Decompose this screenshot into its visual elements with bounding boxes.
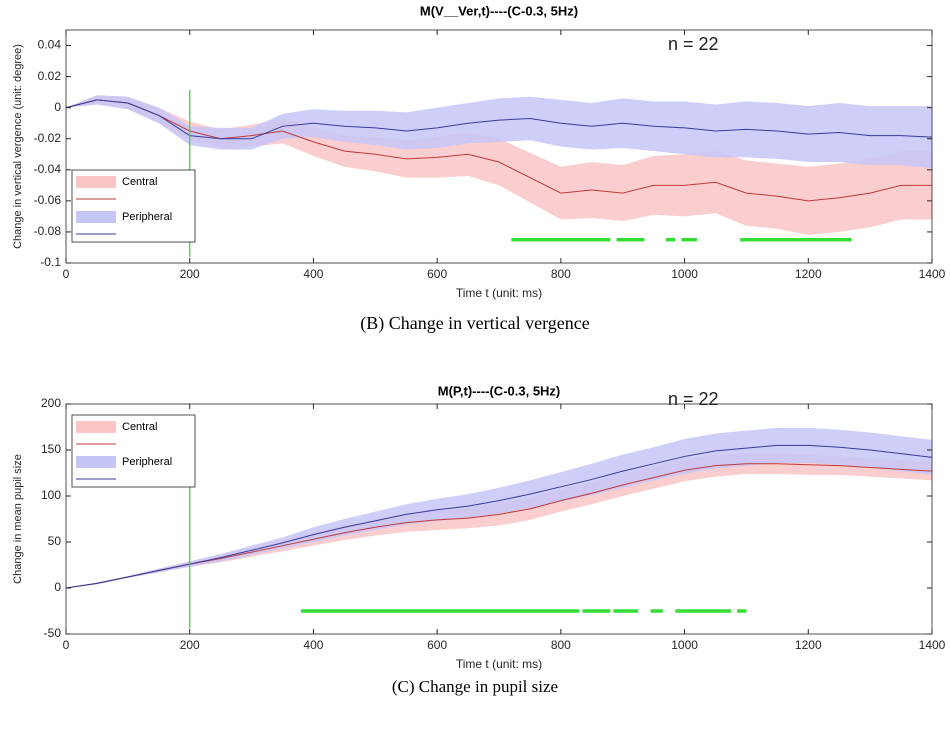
y-tick-label: -50 xyxy=(44,626,62,640)
y-tick-label: -0.08 xyxy=(34,224,62,238)
legend-patch xyxy=(76,421,116,433)
y-tick-label: -0.02 xyxy=(34,131,62,145)
legend-patch xyxy=(76,211,116,223)
y-tick-label: 0 xyxy=(54,580,61,594)
y-tick-label: 100 xyxy=(41,488,61,502)
x-tick-label: 1200 xyxy=(795,638,822,652)
y-tick-label: 0.02 xyxy=(38,69,62,83)
x-axis-label: Time t (unit: ms) xyxy=(456,286,542,300)
x-tick-label: 600 xyxy=(427,638,447,652)
legend-label: Central xyxy=(122,421,157,433)
x-tick-label: 1000 xyxy=(671,267,698,281)
mean-line xyxy=(65,99,933,140)
y-tick-label: 150 xyxy=(41,442,61,456)
legend-patch xyxy=(76,176,116,188)
y-tick-label: -0.1 xyxy=(40,255,61,269)
legend-label: Central xyxy=(122,176,157,188)
annotation: n = 22 xyxy=(668,34,719,54)
y-tick-label: 50 xyxy=(48,534,62,548)
x-tick-label: 1000 xyxy=(671,638,698,652)
x-tick-label: 200 xyxy=(180,267,200,281)
y-axis-label: Change in mean pupil size xyxy=(12,454,24,584)
x-axis-label: Time t (unit: ms) xyxy=(456,657,542,671)
x-tick-label: 600 xyxy=(427,267,447,281)
legend-label: Peripheral xyxy=(122,456,172,468)
y-tick-label: 200 xyxy=(41,396,61,410)
error-band xyxy=(66,453,932,588)
y-tick-label: 0 xyxy=(54,100,61,114)
x-tick-label: 400 xyxy=(303,267,323,281)
mean-line xyxy=(65,444,933,589)
axes-box xyxy=(65,29,933,264)
x-tick-label: 0 xyxy=(63,267,70,281)
mean-line xyxy=(65,99,932,202)
y-tick-label: 0.04 xyxy=(38,38,62,52)
y-tick-label: -0.06 xyxy=(34,193,62,207)
y-tick-label: -0.04 xyxy=(34,162,62,176)
caption: (C) Change in pupil size xyxy=(392,677,558,696)
x-tick-label: 800 xyxy=(551,638,571,652)
y-axis-label: Change in vertical vergence (unit: degre… xyxy=(12,44,24,249)
x-tick-label: 800 xyxy=(551,267,571,281)
x-tick-label: 0 xyxy=(63,638,70,652)
chart-title: M(P,t)----(C-0.3, 5Hz) xyxy=(438,383,561,398)
mean-line xyxy=(65,463,933,589)
legend-patch xyxy=(76,456,116,468)
annotation: n = 22 xyxy=(668,389,719,409)
chart-title: M(V__Ver,t)----(C-0.3, 5Hz) xyxy=(420,3,578,18)
error-band xyxy=(66,427,932,588)
caption: (B) Change in vertical vergence xyxy=(360,313,590,334)
x-tick-label: 400 xyxy=(303,638,323,652)
legend-label: Peripheral xyxy=(122,211,172,223)
x-tick-label: 1400 xyxy=(919,267,946,281)
x-tick-label: 1400 xyxy=(919,638,946,652)
x-tick-label: 200 xyxy=(180,638,200,652)
axes-box xyxy=(65,403,933,635)
x-tick-label: 1200 xyxy=(795,267,822,281)
error-band xyxy=(66,95,932,169)
